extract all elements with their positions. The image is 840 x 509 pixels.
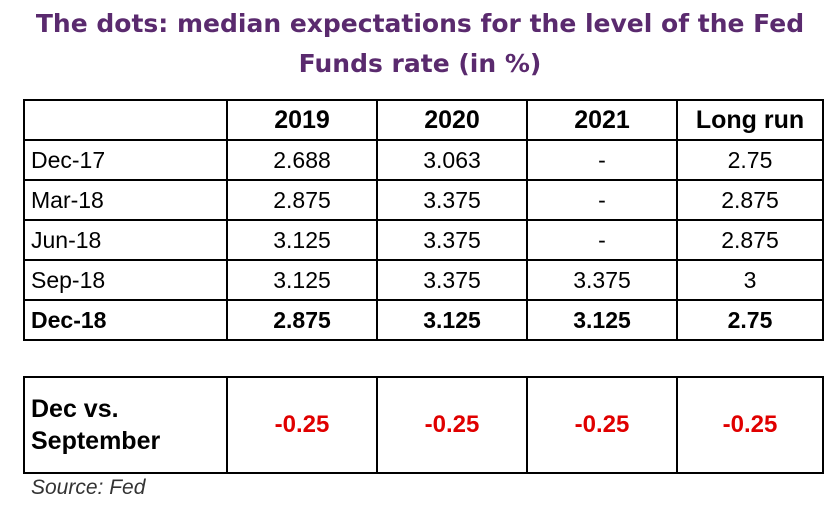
table-cell: - <box>526 179 678 221</box>
difference-label-line-1: Dec vs. <box>31 395 119 423</box>
table-row: Mar-18 2.875 3.375 - 2.875 <box>23 179 824 221</box>
difference-row: Dec vs. September -0.25 -0.25 -0.25 -0.2… <box>23 376 824 474</box>
difference-cell: -0.25 <box>526 376 678 474</box>
table-cell: - <box>526 139 678 181</box>
table-row: Dec-17 2.688 3.063 - 2.75 <box>23 139 824 181</box>
table-cell: 2.875 <box>226 179 378 221</box>
table-row: Sep-18 3.125 3.375 3.375 3 <box>23 259 824 301</box>
row-label: Jun-18 <box>23 219 228 261</box>
table-cell: 3.125 <box>226 219 378 261</box>
dots-table: 2019 2020 2021 Long run Dec-17 2.688 3.0… <box>23 99 824 341</box>
table-cell: 2.75 <box>676 139 824 181</box>
table-cell: 3.125 <box>226 259 378 301</box>
table-cell: 3.063 <box>376 139 528 181</box>
difference-cell: -0.25 <box>226 376 378 474</box>
difference-cell: -0.25 <box>676 376 824 474</box>
table-cell: 2.688 <box>226 139 378 181</box>
header-cell-empty <box>23 99 228 141</box>
table-cell: 3.375 <box>526 259 678 301</box>
table-cell: 3.375 <box>376 219 528 261</box>
difference-table: Dec vs. September -0.25 -0.25 -0.25 -0.2… <box>23 376 824 474</box>
difference-cell: -0.25 <box>376 376 528 474</box>
source-note: Source: Fed <box>31 476 146 499</box>
table-row-latest: Dec-18 2.875 3.125 3.125 2.75 <box>23 299 824 341</box>
title-line-1: The dots: median expectations for the le… <box>35 9 805 38</box>
row-label: Dec-17 <box>23 139 228 181</box>
row-label: Sep-18 <box>23 259 228 301</box>
header-cell-2021: 2021 <box>526 99 678 141</box>
table-cell: 2.875 <box>676 179 824 221</box>
table-cell: 3.375 <box>376 179 528 221</box>
table-cell: 2.875 <box>676 219 824 261</box>
table-row: Jun-18 3.125 3.375 - 2.875 <box>23 219 824 261</box>
table-cell: 3.375 <box>376 259 528 301</box>
chart-title: The dots: median expectations for the le… <box>0 4 840 84</box>
difference-label: Dec vs. September <box>23 376 228 474</box>
table-cell: 2.875 <box>226 299 378 341</box>
table-cell: 2.75 <box>676 299 824 341</box>
table-cell: 3.125 <box>526 299 678 341</box>
header-cell-2020: 2020 <box>376 99 528 141</box>
header-cell-long-run: Long run <box>676 99 824 141</box>
table-cell: - <box>526 219 678 261</box>
row-label: Dec-18 <box>23 299 228 341</box>
row-label: Mar-18 <box>23 179 228 221</box>
difference-label-line-2: September <box>31 427 161 455</box>
header-cell-2019: 2019 <box>226 99 378 141</box>
header-row: 2019 2020 2021 Long run <box>23 99 824 141</box>
title-line-2: Funds rate (in %) <box>298 49 542 78</box>
table-cell: 3 <box>676 259 824 301</box>
table-cell: 3.125 <box>376 299 528 341</box>
